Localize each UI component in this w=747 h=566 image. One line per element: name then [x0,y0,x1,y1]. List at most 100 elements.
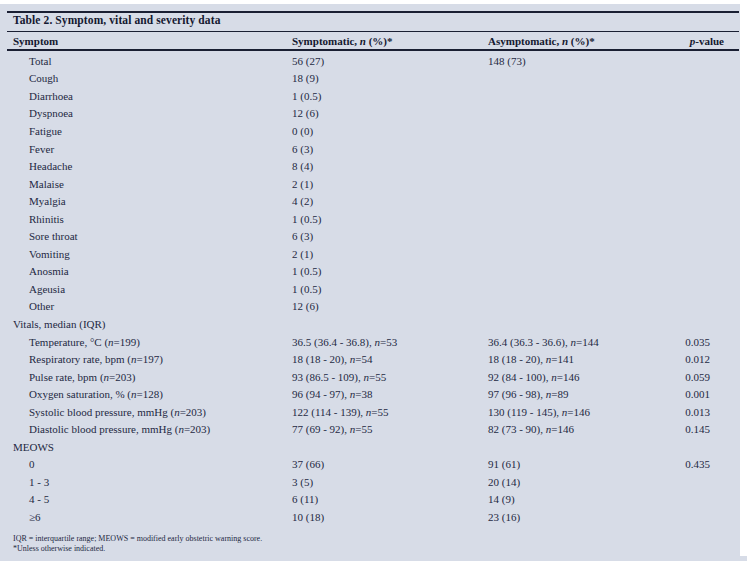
symptomatic-value: 0 (0) [292,125,488,137]
p-value-cell: 0.059 [668,371,739,383]
symptomatic-value: 1 (0.5) [292,213,488,225]
symptom-label: Vomiting [7,248,292,260]
table-row: Respiratory rate, bpm (n=197) 18 (18 - 2… [7,350,739,368]
symptom-label: Malaise [7,178,292,190]
symptom-label: Vitals, median (IQR) [7,318,292,330]
table-row: Fatigue 0 (0) [7,122,739,140]
p-value-cell: 0.013 [668,406,739,418]
symptomatic-value: 96 (94 - 97), n=38 [292,388,488,400]
footnote-asterisk: *Unless otherwise indicated. [13,544,262,554]
symptomatic-value: 10 (18) [292,511,488,523]
p-value-cell: 0.145 [668,423,739,435]
table-row: Fever 6 (3) [7,140,739,158]
symptom-label: Total [7,55,292,67]
table-row: Myalgia 4 (2) [7,192,739,210]
symptom-label: Headache [7,160,292,172]
p-value-cell: 0.012 [668,353,739,365]
symptom-label: ≥6 [7,511,292,523]
table-footnotes: IQR = interquartile range; MEOWS = modif… [13,534,262,553]
symptomatic-value: 2 (1) [292,178,488,190]
table-row: Diarrhoea 1 (0.5) [7,87,739,105]
symptom-label: Rhinitis [7,213,292,225]
table-row: Rhinitis 1 (0.5) [7,210,739,228]
symptom-label: Fever [7,143,292,155]
table-row: Anosmia 1 (0.5) [7,263,739,281]
symptomatic-value: 36.5 (36.4 - 36.8), n=53 [292,336,488,348]
table-row: ≥6 10 (18) 23 (16) [7,508,739,526]
symptomatic-value: 18 (9) [292,72,488,84]
column-header-pvalue: p-value [668,35,739,47]
symptom-label: Respiratory rate, bpm (n=197) [7,353,292,365]
p-value-cell: 0.435 [668,458,739,470]
table-row: 1 - 3 3 (5) 20 (14) [7,473,739,491]
symptom-label: Anosmia [7,265,292,277]
symptomatic-value: 1 (0.5) [292,265,488,277]
p-value-cell: 0.001 [668,388,739,400]
symptom-label: Ageusia [7,283,292,295]
p-value-cell: 0.035 [668,336,739,348]
symptom-label: Diarrhoea [7,90,292,102]
symptomatic-value: 18 (18 - 20), n=54 [292,353,488,365]
asymptomatic-value: 36.4 (36.3 - 36.6), n=144 [488,336,668,348]
asymptomatic-value: 18 (18 - 20), n=141 [488,353,668,365]
symptom-label: Dyspnoea [7,107,292,119]
table-row: Malaise 2 (1) [7,175,739,193]
table-header-row: Symptom Symptomatic, n (%)* Asymptomatic… [7,33,739,49]
asymptomatic-value: 23 (16) [488,511,668,523]
table-panel: Table 2. Symptom, vital and severity dat… [0,4,747,563]
asymptomatic-value: 148 (73) [488,55,668,67]
asymptomatic-value: 97 (96 - 98), n=89 [488,388,668,400]
symptom-label: Sore throat [7,230,292,242]
header-underline-rule [7,49,739,51]
top-rule [7,11,739,13]
table-row: Vomiting 2 (1) [7,245,739,263]
asymptomatic-value: 14 (9) [488,493,668,505]
footnote-abbreviations: IQR = interquartile range; MEOWS = modif… [13,534,262,544]
asymptomatic-value: 92 (84 - 100), n=146 [488,371,668,383]
table-row: 0 37 (66) 91 (61) 0.435 [7,456,739,474]
table-row: Temperature, °C (n=199) 36.5 (36.4 - 36.… [7,333,739,351]
symptom-label: Diastolic blood pressure, mmHg (n=203) [7,423,292,435]
symptomatic-value: 37 (66) [292,458,488,470]
scanned-paper-table-page: { "colors":{ "background":"#d7dce7", "te… [0,0,747,566]
table-row: Pulse rate, bpm (n=203) 93 (86.5 - 109),… [7,368,739,386]
symptomatic-value: 6 (3) [292,230,488,242]
symptomatic-value: 6 (3) [292,143,488,155]
symptom-label: Myalgia [7,195,292,207]
symptomatic-value: 77 (69 - 92), n=55 [292,423,488,435]
symptomatic-value: 4 (2) [292,195,488,207]
table-row: Headache 8 (4) [7,157,739,175]
table-row: 4 - 5 6 (11) 14 (9) [7,491,739,509]
table-body: Total 56 (27) 148 (73) Cough 18 (9) Diar… [7,52,739,526]
symptom-label: Temperature, °C (n=199) [7,336,292,348]
symptomatic-value: 2 (1) [292,248,488,260]
symptom-label: Systolic blood pressure, mmHg (n=203) [7,406,292,418]
column-header-symptom: Symptom [7,35,292,47]
asymptomatic-value: 91 (61) [488,458,668,470]
table-row: Sore throat 6 (3) [7,227,739,245]
symptomatic-value: 1 (0.5) [292,90,488,102]
table-row: MEOWS [7,438,739,456]
table-row: Dyspnoea 12 (6) [7,105,739,123]
symptom-label: Oxygen saturation, % (n=128) [7,388,292,400]
symptomatic-value: 122 (114 - 139), n=55 [292,406,488,418]
symptom-label: 4 - 5 [7,493,292,505]
symptom-label: 1 - 3 [7,476,292,488]
symptom-label: Fatigue [7,125,292,137]
table-row: Total 56 (27) 148 (73) [7,52,739,70]
asymptomatic-value: 82 (73 - 90), n=146 [488,423,668,435]
symptomatic-value: 93 (86.5 - 109), n=55 [292,371,488,383]
asymptomatic-value: 20 (14) [488,476,668,488]
table-row: Oxygen saturation, % (n=128) 96 (94 - 97… [7,385,739,403]
table-row: Ageusia 1 (0.5) [7,280,739,298]
column-header-symptomatic: Symptomatic, n (%)* [292,35,488,47]
scan-right-margin [740,4,747,556]
symptomatic-value: 56 (27) [292,55,488,67]
symptom-label: Other [7,300,292,312]
column-header-asymptomatic: Asymptomatic, n (%)* [488,35,668,47]
symptomatic-value: 1 (0.5) [292,283,488,295]
symptomatic-value: 12 (6) [292,300,488,312]
symptomatic-value: 6 (11) [292,493,488,505]
symptom-label: Pulse rate, bpm (n=203) [7,371,292,383]
table-row: Systolic blood pressure, mmHg (n=203) 12… [7,403,739,421]
